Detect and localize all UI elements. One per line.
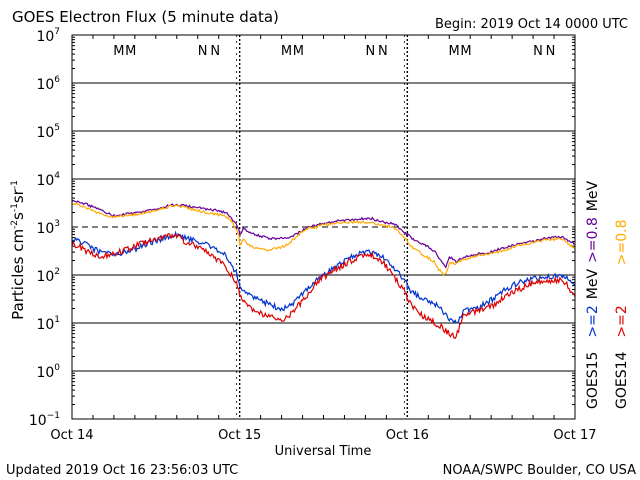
x-tick-label: Oct 15 [218, 428, 261, 443]
ylabel-exp1: -2 [10, 220, 20, 229]
event-marker-m: M [460, 44, 471, 59]
series-line-3 [71, 232, 576, 340]
legend-g14-2: >=2 [614, 305, 630, 337]
y-tick-label: 104 [36, 171, 60, 189]
event-marker-m: M [449, 44, 460, 59]
ylabel-mid1: s [9, 212, 27, 220]
svg-text:GOES15>=2MeV>=0.8MeV: GOES15 >=2 MeV >=0.8 MeV [585, 180, 601, 409]
series-line-0 [71, 199, 576, 269]
legend-g14-08: >=0.8 [614, 219, 630, 265]
event-marker-m: M [293, 44, 304, 59]
legend-mev-2: MeV [585, 269, 601, 300]
x-axis-title: Universal Time [275, 444, 372, 459]
legend-goes15: GOES15 [585, 352, 601, 409]
ylabel-exp2: -1 [10, 203, 20, 212]
y-tick-label: 105 [36, 123, 60, 141]
event-marker-m: M [113, 44, 124, 59]
series-layer [71, 199, 576, 340]
ylabel-exp3: -1 [10, 180, 20, 189]
y-tick-label: 102 [36, 267, 60, 285]
grid-layer [72, 35, 575, 419]
x-tick-label: Oct 16 [386, 428, 429, 443]
series-line-2 [71, 230, 576, 324]
svg-text:GOES14>=2>=0.8: GOES14 >=2 >=0.8 [614, 219, 630, 409]
y-tick-label: 107 [36, 27, 60, 45]
footer-source: NOAA/SWPC Boulder, CO USA [443, 463, 636, 478]
y-axis-title: Particles cm-2s-1sr-1 [9, 180, 27, 320]
y-tick-label: 101 [36, 315, 60, 333]
event-marker-n: N [210, 44, 220, 59]
footer-updated: Updated 2019 Oct 16 23:56:03 UTC [6, 463, 238, 478]
event-marker-n: N [198, 44, 208, 59]
begin-label: Begin: 2019 Oct 14 0000 UTC [435, 17, 628, 32]
ylabel-mid2: sr [9, 188, 27, 203]
event-marker-n: N [365, 44, 375, 59]
legend-goes14: GOES14 [614, 351, 630, 409]
x-tick-label: Oct 17 [553, 428, 596, 443]
svg-text:Particles cm-2s-1sr-1: Particles cm-2s-1sr-1 [9, 180, 27, 320]
event-marker-n: N [546, 44, 556, 59]
plot-frame [71, 34, 576, 420]
legend: GOES15 >=2 MeV >=0.8 MeV GOES14 >=2 >=0.8 [585, 180, 630, 409]
y-tick-label: 103 [36, 219, 60, 237]
ylabel-main: Particles cm [9, 229, 27, 320]
legend-g15-2: >=2 [585, 305, 601, 337]
x-tick-label: Oct 14 [50, 428, 93, 443]
event-marker-n: N [533, 44, 543, 59]
chart-title: GOES Electron Flux (5 minute data) [12, 8, 279, 26]
y-tick-label: 106 [36, 75, 60, 93]
legend-g15-08: >=0.8 [585, 217, 601, 263]
event-marker-n: N [378, 44, 388, 59]
legend-mev-08: MeV [585, 180, 601, 211]
y-tick-label: 10−1 [29, 411, 60, 429]
event-marker-m: M [125, 44, 136, 59]
series-line-1 [71, 202, 576, 276]
y-tick-label: 100 [36, 363, 60, 381]
event-marker-m: M [281, 44, 292, 59]
